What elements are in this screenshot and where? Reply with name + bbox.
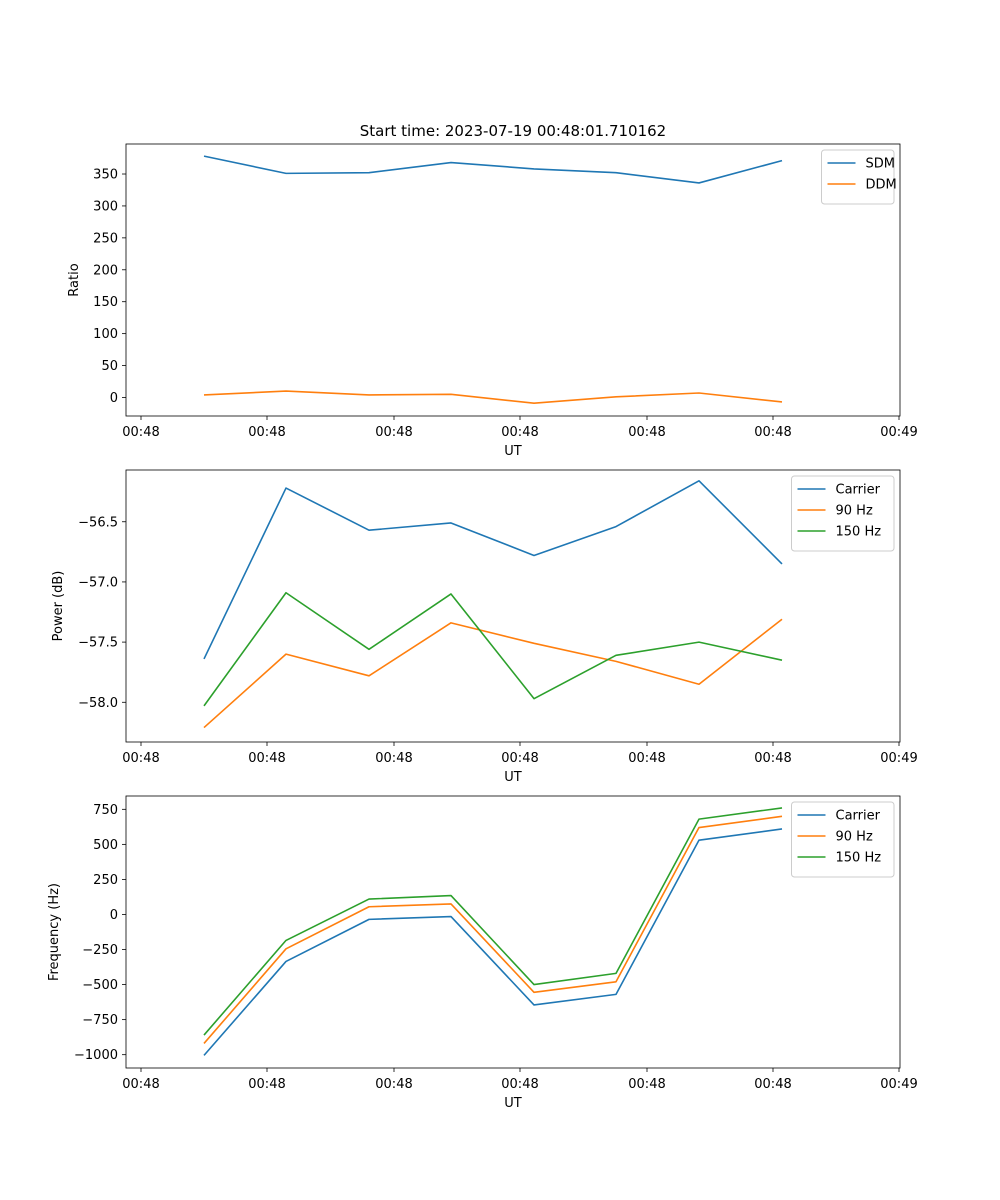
series-line-ddm (203, 390, 783, 405)
legend-label: 90 Hz (836, 504, 873, 519)
x-axis-label: UT (504, 444, 522, 459)
x-axis-label: UT (504, 770, 522, 785)
x-tick-label: 00:48 (628, 751, 665, 766)
x-tick-label: 00:48 (754, 751, 791, 766)
x-tick-label: 00:48 (375, 751, 412, 766)
y-tick-label: −57.5 (78, 636, 118, 651)
y-axis-label: Power (dB) (51, 571, 66, 642)
y-axis-label: Frequency (Hz) (47, 883, 62, 981)
y-tick-label: −56.5 (78, 515, 118, 530)
legend-label: 90 Hz (836, 830, 873, 845)
y-tick-label: 250 (93, 873, 118, 888)
series-line-150-hz (203, 807, 783, 1036)
x-tick-label: 00:48 (375, 1077, 412, 1092)
legend-box (791, 475, 895, 552)
y-tick-label: 0 (110, 391, 118, 406)
legend-label: 150 Hz (836, 851, 882, 866)
y-tick-label: −250 (82, 943, 118, 958)
legend-label: 150 Hz (836, 525, 882, 540)
y-tick-label: 350 (93, 168, 118, 183)
legend: Carrier 90 Hz 150 Hz (791, 475, 895, 552)
y-tick-label: −750 (82, 1013, 118, 1028)
x-tick-label: 00:48 (375, 425, 412, 440)
x-tick-label: 00:48 (628, 425, 665, 440)
x-tick-label: 00:48 (122, 1077, 159, 1092)
legend-label: Carrier (836, 809, 881, 824)
x-tick-label: 00:49 (880, 1077, 917, 1092)
x-axis-label: UT (504, 1096, 522, 1111)
x-tick-label: 00:48 (248, 425, 285, 440)
figure-title: Start time: 2023-07-19 00:48:01.710162 (360, 122, 666, 140)
y-tick-label: 100 (93, 327, 118, 342)
x-tick-label: 00:48 (501, 751, 538, 766)
axes-frame (125, 795, 901, 1069)
y-tick-label: 50 (101, 359, 118, 374)
legend-box (791, 801, 895, 878)
legend: SDM DDM (821, 149, 897, 205)
x-tick-label: 00:48 (248, 1077, 285, 1092)
x-tick-label: 00:48 (501, 425, 538, 440)
legend: Carrier 90 Hz 150 Hz (791, 801, 895, 878)
y-tick-label: −500 (82, 978, 118, 993)
chart-panel-1: 0 50 100 150 200 250 300 350 00:48 00:48 00:48 00:4… (67, 143, 918, 459)
y-tick-label: 200 (93, 263, 118, 278)
chart-panel-3: −1000 −750 −500 −250 0 250 500 750 00:48 00:48 00:… (47, 795, 918, 1111)
y-tick-label: −57.0 (78, 575, 118, 590)
y-tick-label: 300 (93, 199, 118, 214)
series-line-carrier (203, 480, 783, 660)
legend-label: DDM (866, 178, 897, 193)
series-line-150-hz (203, 591, 783, 707)
y-tick-label: 500 (93, 838, 118, 853)
x-tick-label: 00:48 (122, 425, 159, 440)
legend-label: SDM (866, 157, 895, 172)
axes-frame (125, 143, 901, 417)
chart-panel-2: −58.0 −57.5 −57.0 −56.5 00:48 00:48 00:48 00:48… (51, 469, 918, 785)
x-tick-label: 00:48 (628, 1077, 665, 1092)
x-tick-label: 00:49 (880, 425, 917, 440)
series-line-carrier (203, 828, 783, 1056)
x-tick-label: 00:48 (754, 425, 791, 440)
axes-frame (125, 469, 901, 743)
x-tick-label: 00:48 (754, 1077, 791, 1092)
series-line-sdm (203, 155, 783, 184)
x-tick-label: 00:49 (880, 751, 917, 766)
x-tick-label: 00:48 (248, 751, 285, 766)
y-tick-label: 750 (93, 803, 118, 818)
y-tick-label: −58.0 (78, 696, 118, 711)
x-tick-label: 00:48 (501, 1077, 538, 1092)
series-line-90-hz (203, 815, 783, 1044)
legend-label: Carrier (836, 483, 881, 498)
y-axis-label: Ratio (67, 263, 82, 296)
y-tick-label: 0 (110, 908, 118, 923)
y-tick-label: 150 (93, 295, 118, 310)
y-tick-label: −1000 (74, 1048, 118, 1063)
x-tick-label: 00:48 (122, 751, 159, 766)
y-tick-label: 250 (93, 231, 118, 246)
series-line-90-hz (203, 618, 783, 729)
